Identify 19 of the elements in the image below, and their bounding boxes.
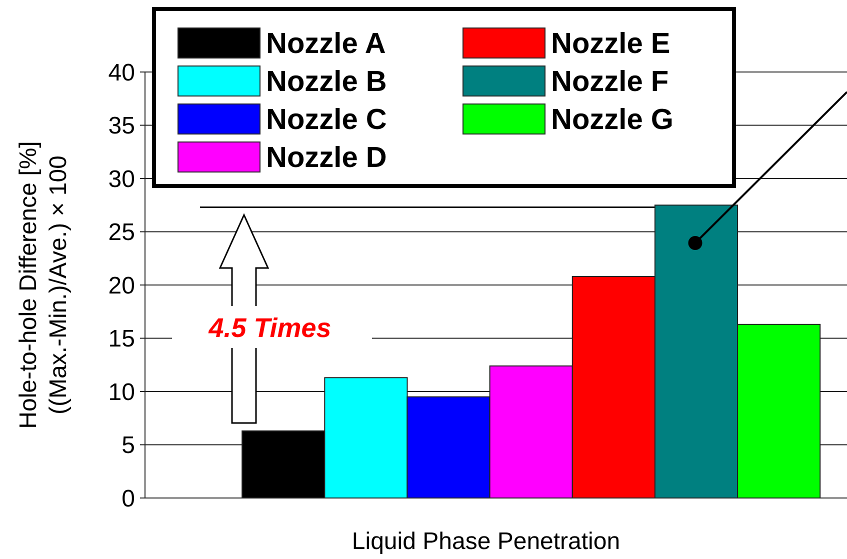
y-tick-label: 0 — [122, 485, 135, 512]
legend-label: Nozzle D — [266, 142, 387, 174]
y-tick-label: 40 — [108, 59, 135, 86]
legend-label: Nozzle C — [266, 104, 387, 136]
y-tick-label: 25 — [108, 219, 135, 246]
y-tick-label: 35 — [108, 112, 135, 140]
y-tick-label: 5 — [122, 432, 135, 460]
legend-label: Nozzle E — [551, 28, 670, 60]
legend-label: Nozzle G — [551, 104, 674, 136]
legend-label: Nozzle A — [266, 28, 386, 60]
y-tick-label: 20 — [108, 272, 135, 300]
y-tick-label: 30 — [108, 166, 135, 193]
legend-label: Nozzle B — [266, 66, 387, 98]
legend-label: Nozzle F — [551, 66, 669, 98]
y-tick-label: 10 — [108, 378, 135, 406]
y-axis-title: Hole-to-hole Difference [%] ((Max.-Min.)/Ave.) × 100 — [15, 141, 72, 429]
x-axis-title: Liquid Phase Penetration — [352, 528, 620, 555]
y-tick-label: 15 — [108, 326, 135, 353]
annotation: 4.5 Times — [208, 313, 332, 343]
